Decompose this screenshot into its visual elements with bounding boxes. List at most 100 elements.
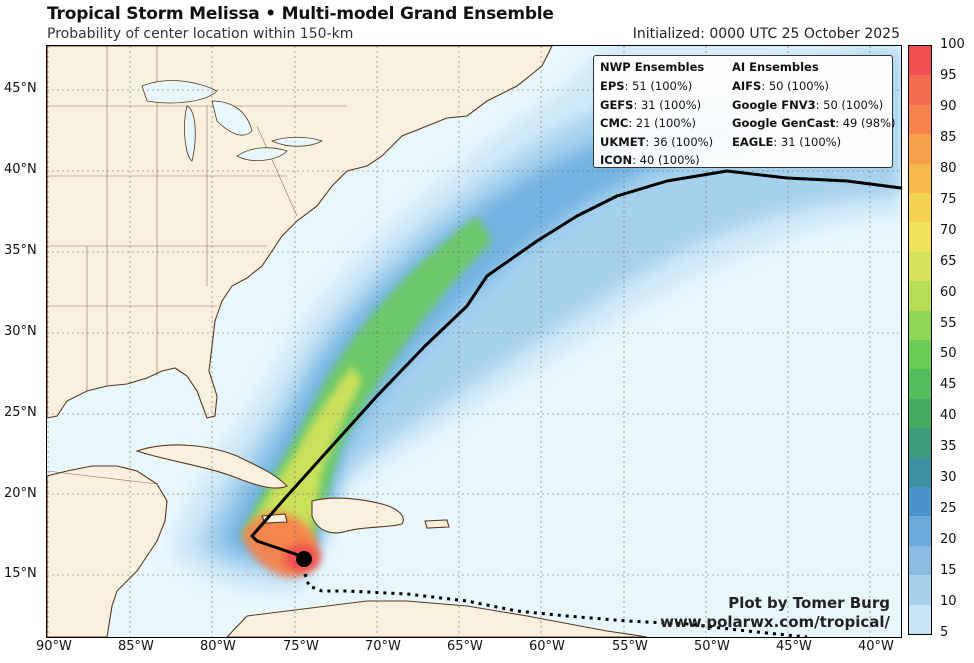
colorbar-tick-label: 10: [940, 594, 957, 610]
lakes: [141, 80, 324, 162]
lon-label-75: 75°W: [283, 639, 319, 654]
colorbar-tick-label: 40: [940, 408, 957, 424]
colorbar-segment: [909, 398, 931, 429]
legend-name: EPS: [600, 79, 625, 93]
colorbar-tick-label: 50: [940, 346, 957, 362]
legend-value: 50 (100%): [768, 79, 829, 93]
legend-row-eagle: EAGLE: 31 (100%): [732, 134, 842, 149]
legend-row-icon: ICON: 40 (100%): [600, 153, 700, 167]
lon-label-40: 40°W: [858, 639, 894, 654]
lon-label-90: 90°W: [36, 639, 72, 654]
colorbar-tick-label: 80: [940, 160, 957, 176]
colorbar-segment: [909, 222, 931, 253]
probability-colorbar: [908, 45, 932, 635]
nwp-legend-title: NWP Ensembles: [600, 60, 705, 74]
colorbar-tick-label: 55: [940, 315, 957, 331]
swath-60: [247, 366, 362, 546]
legend-value: 50 (100%): [823, 97, 884, 112]
legend-name: GEFS: [600, 97, 634, 112]
colorbar-segment: [909, 516, 931, 547]
colorbar-segment: [909, 428, 931, 459]
legend-row-eps: EPS: 51 (100%): [600, 79, 693, 93]
legend-name: CMC: [600, 116, 629, 130]
legend-value: 40 (100%): [639, 153, 700, 167]
lon-label-50: 50°W: [694, 639, 730, 654]
colorbar-segment: [909, 604, 931, 635]
nwp-legend-column: NWP Ensembles EPS: 51 (100%) GEFS: 31 (1…: [600, 60, 713, 172]
colorbar-segment: [909, 134, 931, 165]
chart-subtitle: Probability of center location within 15…: [47, 26, 354, 42]
lon-label-60: 60°W: [529, 639, 565, 654]
colorbar-segment: [909, 575, 931, 606]
colorbar-segment: [909, 46, 931, 76]
colorbar-segment: [909, 545, 931, 576]
swath-15: [197, 51, 901, 576]
colorbar-tick-label: 60: [940, 284, 957, 300]
legend-row-aifs: AIFS: 50 (100%): [732, 79, 829, 93]
legend-value: 49 (98%): [842, 116, 896, 130]
colorbar-tick-label: 35: [940, 439, 957, 455]
lat-label-40: 40°N: [4, 162, 37, 177]
puerto-rico: [424, 519, 450, 529]
south-america: [226, 600, 648, 637]
legend-name: Google FNV3: [732, 97, 816, 112]
map-svg: [47, 46, 901, 637]
lon-label-85: 85°W: [118, 639, 154, 654]
colorbar-tick-label: 65: [940, 253, 957, 269]
legend-row-fnv3: Google FNV3: 50 (100%): [732, 97, 884, 112]
mexico-central-america: [47, 465, 168, 637]
current-position-marker: [296, 551, 312, 567]
colorbar-segment: [909, 251, 931, 282]
colorbar-segment: [909, 369, 931, 400]
legend-row-cmc: CMC: 21 (100%): [600, 116, 696, 130]
legend-row-ukmet: UKMET: 36 (100%): [600, 134, 714, 149]
lon-label-65: 65°W: [447, 639, 483, 654]
colorbar-tick-label: 85: [940, 129, 957, 145]
legend-row-gencast: Google GenCast: 49 (98%): [732, 116, 896, 130]
legend-name: ICON: [600, 153, 633, 167]
colorbar-segment: [909, 104, 931, 135]
colorbar-segment: [909, 163, 931, 194]
lon-label-45: 45°W: [776, 639, 812, 654]
credit-url[interactable]: www.polarwx.com/tropical/: [660, 613, 890, 631]
colorbar-tick-label: 20: [940, 532, 957, 548]
legend-name: AIFS: [732, 79, 762, 93]
colorbar-segment: [909, 75, 931, 106]
ai-legend-title: AI Ensembles: [732, 60, 819, 74]
lon-label-80: 80°W: [200, 639, 236, 654]
colorbar-tick-label: 15: [940, 563, 957, 579]
past-track: [303, 573, 808, 637]
lat-label-15: 15°N: [4, 566, 37, 581]
legend-value: 36 (100%): [652, 134, 714, 149]
colorbar-tick-label: 90: [940, 98, 957, 114]
lat-label-25: 25°N: [4, 405, 37, 420]
legend-row-gefs: GEFS: 31 (100%): [600, 97, 702, 112]
mean-forecast-track: [250, 169, 901, 559]
credit-author: Plot by Tomer Burg: [728, 594, 890, 612]
colorbar-segment: [909, 193, 931, 223]
legend-name: UKMET: [600, 134, 646, 149]
ai-legend-column: AI Ensembles AIFS: 50 (100%) Google FNV3…: [732, 60, 896, 153]
lon-label-55: 55°W: [612, 639, 648, 654]
colorbar-tick-label: 70: [940, 222, 957, 238]
legend-value: 31 (100%): [780, 134, 842, 149]
legend-value: 31 (100%): [640, 97, 702, 112]
colorbar-tick-label: 30: [940, 470, 957, 486]
colorbar-segment: [909, 487, 931, 517]
land: [47, 46, 648, 637]
lon-label-70: 70°W: [365, 639, 401, 654]
hispaniola: [311, 497, 404, 534]
lat-label-30: 30°N: [4, 324, 37, 339]
legend-name: Google GenCast: [732, 116, 836, 130]
colorbar-segment: [909, 340, 931, 370]
ensemble-legend: NWP Ensembles EPS: 51 (100%) GEFS: 31 (1…: [593, 55, 896, 168]
colorbar-tick-label: 5: [940, 625, 949, 640]
north-america: [47, 46, 553, 419]
legend-name: EAGLE: [732, 134, 774, 149]
colorbar-segment: [909, 281, 931, 312]
legend-value: 21 (100%): [635, 116, 696, 130]
legend-value: 51 (100%): [632, 79, 693, 93]
lat-label-45: 45°N: [4, 81, 37, 96]
lat-label-35: 35°N: [4, 243, 37, 258]
colorbar-tick-label: 75: [940, 191, 957, 207]
